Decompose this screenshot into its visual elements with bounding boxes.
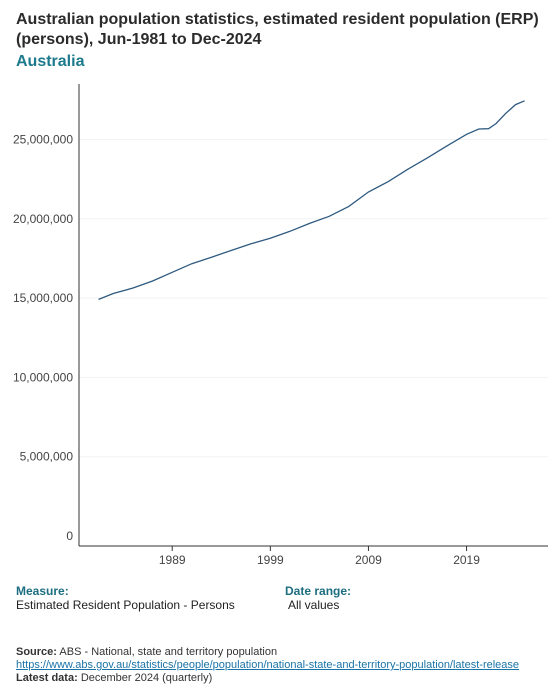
y-tick-label: 25,000,000	[13, 133, 73, 147]
x-tick-label: 2019	[453, 553, 480, 567]
date-range-value: All values	[288, 598, 340, 612]
latest-data-value: December 2024 (quarterly)	[80, 672, 213, 684]
x-tick-label: 1999	[257, 553, 284, 567]
source-block: Source: ABS - National, state and territ…	[16, 646, 519, 685]
x-tick-label: 2009	[355, 553, 382, 567]
y-tick-label: 0	[66, 529, 73, 543]
source-label: Source:	[16, 646, 57, 658]
y-tick-label: 5,000,000	[20, 450, 74, 464]
latest-data-label: Latest data:	[16, 672, 78, 684]
chart-subtitle: Australia	[16, 53, 85, 70]
series-line-persons[interactable]	[98, 100, 525, 301]
source-text: ABS - National, state and territory popu…	[59, 646, 278, 658]
x-tick-label: 1989	[159, 553, 186, 567]
line-chart: 0 5,000,000 10,000,000 15,000,000 20,000,000…	[13, 84, 548, 567]
measure-label: Measure:	[16, 584, 69, 598]
y-tick-label: 20,000,000	[13, 212, 73, 226]
chart-title: Australian population statistics, estima…	[16, 11, 539, 48]
y-tick-label: 10,000,000	[13, 370, 73, 384]
y-tick-label: 15,000,000	[13, 291, 73, 305]
measure-value: Estimated Resident Population - Persons	[16, 598, 235, 612]
source-link[interactable]: https://www.abs.gov.au/statistics/people…	[16, 659, 520, 671]
date-range-label: Date range:	[285, 584, 352, 598]
